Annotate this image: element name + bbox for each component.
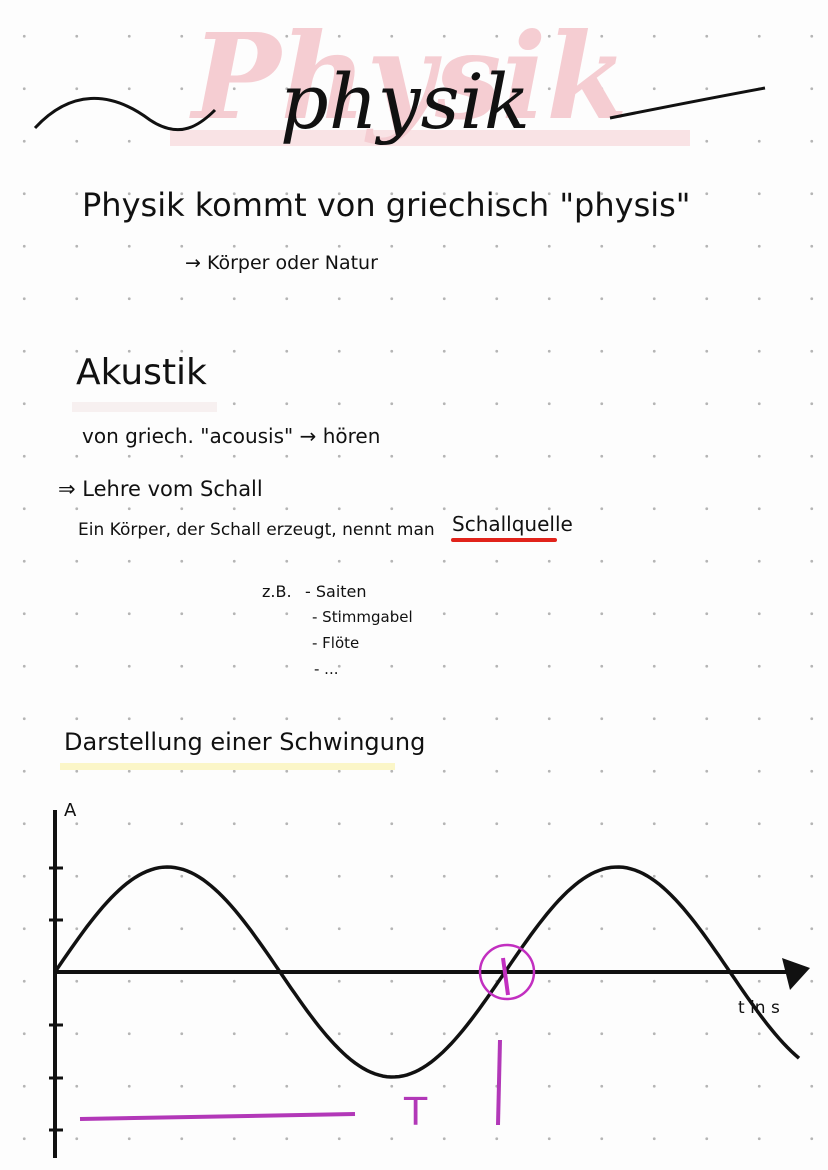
- definition-line: Ein Körper, der Schall erzeugt, nennt ma…: [78, 520, 435, 540]
- intro-line: Physik kommt von griechisch "physis": [82, 186, 691, 224]
- section-heading: Akustik: [76, 352, 207, 393]
- example-item: - Saiten: [305, 582, 367, 601]
- y-axis-label: A: [64, 800, 77, 821]
- oscillation-graph: [49, 810, 810, 1158]
- watermark-band: [170, 130, 690, 146]
- title-swash: [33, 86, 766, 131]
- watermark-title: Physik: [189, 7, 628, 146]
- graph-heading-highlight: [60, 763, 395, 770]
- sine-wave: [53, 865, 801, 1079]
- marked-crossing: [478, 943, 536, 1001]
- period-marker: [496, 1039, 502, 1126]
- crossing-tick: [501, 957, 510, 996]
- period-label: T: [404, 1090, 428, 1134]
- x-axis-arrow: [782, 958, 810, 990]
- examples-label: z.B.: [262, 582, 292, 601]
- lehre-line: ⇒ Lehre vom Schall: [58, 477, 263, 501]
- example-item: - Flöte: [312, 634, 360, 652]
- example-item: - Stimmgabel: [312, 608, 413, 626]
- heading-highlight: [72, 402, 217, 412]
- x-axis-label: t in s: [738, 998, 780, 1018]
- period-line: [79, 1112, 356, 1121]
- graph-heading: Darstellung einer Schwingung: [64, 728, 426, 756]
- example-item: - ...: [314, 660, 339, 678]
- page-title: physik: [280, 57, 530, 146]
- intro-sub: → Körper oder Natur: [185, 252, 378, 274]
- origin-line: von griech. "acousis" → hören: [82, 424, 381, 448]
- definition-term: Schallquelle: [452, 512, 573, 536]
